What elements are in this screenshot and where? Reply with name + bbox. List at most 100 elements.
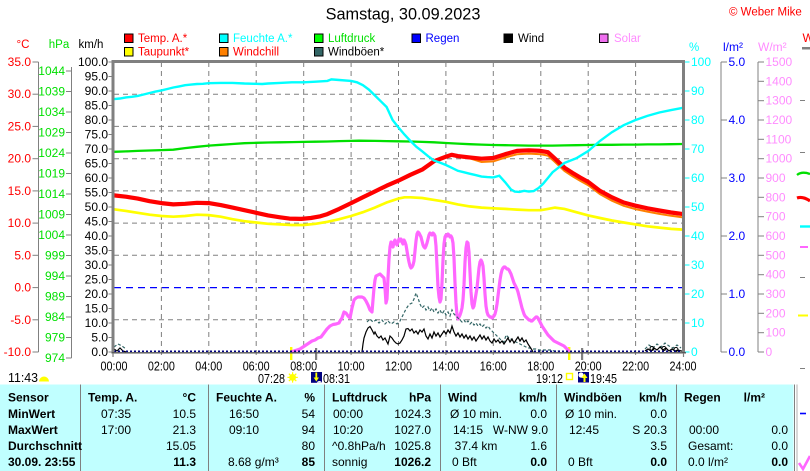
- svg-text:1039: 1039: [38, 85, 65, 99]
- svg-text:11.3: 11.3: [173, 455, 196, 469]
- svg-text:17:00: 17:00: [101, 423, 131, 437]
- svg-text:3.5: 3.5: [650, 439, 667, 453]
- svg-text:80: 80: [302, 439, 316, 453]
- svg-text:45.0: 45.0: [85, 215, 109, 229]
- svg-text:1019: 1019: [38, 167, 65, 181]
- svg-text:5.0: 5.0: [91, 331, 108, 345]
- svg-text:0.0: 0.0: [530, 455, 547, 469]
- svg-text:100: 100: [766, 326, 786, 340]
- svg-text:18:00: 18:00: [527, 359, 554, 374]
- svg-text:2.0: 2.0: [729, 229, 746, 243]
- svg-text:8.68 g/m³: 8.68 g/m³: [228, 455, 279, 469]
- svg-text:90.0: 90.0: [85, 84, 109, 98]
- svg-text:60: 60: [691, 171, 705, 185]
- svg-text:1000: 1000: [766, 152, 793, 166]
- svg-text:0.0: 0.0: [14, 281, 31, 295]
- svg-text:Luftdruck: Luftdruck: [328, 33, 376, 45]
- svg-text:55.0: 55.0: [85, 186, 109, 200]
- svg-text:0 Bft: 0 Bft: [568, 455, 593, 469]
- svg-text:Windböen: Windböen: [564, 391, 622, 405]
- svg-text:4.0: 4.0: [729, 113, 746, 127]
- svg-text:19:12: 19:12: [536, 371, 563, 386]
- svg-text:500: 500: [766, 248, 786, 262]
- svg-text:MinWert: MinWert: [8, 407, 55, 421]
- svg-text:35.0: 35.0: [8, 55, 32, 69]
- svg-text:Durchschnitt: Durchschnitt: [8, 439, 82, 453]
- svg-text:21.3: 21.3: [173, 423, 197, 437]
- svg-text:20.0: 20.0: [8, 152, 32, 166]
- svg-text:16:00: 16:00: [480, 359, 507, 374]
- svg-text:© Weber Mike: © Weber Mike: [729, 7, 802, 19]
- svg-text:1024.3: 1024.3: [394, 407, 431, 421]
- svg-text:1034: 1034: [38, 105, 65, 119]
- svg-text:989: 989: [45, 290, 65, 304]
- svg-text:°C: °C: [183, 391, 197, 405]
- svg-text:10.5: 10.5: [173, 407, 197, 421]
- svg-text:08:00: 08:00: [290, 359, 317, 374]
- svg-text:15.0: 15.0: [85, 302, 109, 316]
- svg-text:25.0: 25.0: [8, 119, 32, 133]
- svg-text:10:20: 10:20: [333, 423, 363, 437]
- svg-text:Windchill: Windchill: [233, 47, 279, 59]
- svg-text:Ø 10 min.: Ø 10 min.: [450, 407, 502, 421]
- svg-text:W: W: [803, 31, 810, 45]
- svg-text:16:50: 16:50: [229, 407, 259, 421]
- svg-text:1014: 1014: [38, 187, 65, 201]
- svg-text:00:00: 00:00: [333, 407, 363, 421]
- svg-text:08:31: 08:31: [323, 371, 350, 386]
- svg-text:22:00: 22:00: [622, 359, 649, 374]
- svg-text:100.0: 100.0: [78, 55, 108, 69]
- svg-text:3.0: 3.0: [729, 171, 746, 185]
- svg-text:11:43: 11:43: [8, 370, 38, 385]
- svg-text:1400: 1400: [766, 74, 793, 88]
- svg-text:Temp. A.: Temp. A.: [88, 391, 137, 405]
- svg-text:5.0: 5.0: [729, 55, 746, 69]
- svg-text:Luftdruck: Luftdruck: [332, 391, 388, 405]
- svg-text:l/m²: l/m²: [744, 391, 765, 405]
- svg-text:40.0: 40.0: [85, 229, 109, 243]
- svg-text:15.0: 15.0: [8, 184, 32, 198]
- svg-text:19:45: 19:45: [590, 371, 617, 386]
- svg-text:1044: 1044: [38, 64, 65, 78]
- svg-text:75.0: 75.0: [85, 128, 109, 142]
- svg-text:Gesamt:: Gesamt:: [688, 439, 733, 453]
- svg-text:MaxWert: MaxWert: [8, 423, 58, 437]
- svg-text:10:00: 10:00: [338, 359, 365, 374]
- svg-text:95.0: 95.0: [85, 70, 109, 84]
- svg-text:85: 85: [302, 455, 316, 469]
- svg-text:80: 80: [691, 113, 705, 127]
- svg-text:1500: 1500: [766, 55, 793, 69]
- svg-text:Regen: Regen: [684, 391, 721, 405]
- svg-text:Wind: Wind: [518, 33, 544, 45]
- svg-text:15.05: 15.05: [166, 439, 196, 453]
- svg-text:0.0 l/m²: 0.0 l/m²: [688, 455, 728, 469]
- svg-text:02:00: 02:00: [148, 359, 175, 374]
- svg-text:5.0: 5.0: [14, 248, 31, 262]
- svg-text:65.0: 65.0: [85, 157, 109, 171]
- svg-text:Windböen*: Windböen*: [328, 47, 385, 59]
- svg-text:1200: 1200: [766, 113, 793, 127]
- svg-text:l/m²: l/m²: [723, 40, 743, 54]
- svg-text:%: %: [689, 42, 699, 54]
- svg-text:300: 300: [766, 287, 786, 301]
- svg-text:20:00: 20:00: [575, 359, 602, 374]
- svg-text:900: 900: [766, 171, 786, 185]
- svg-text:70.0: 70.0: [85, 142, 109, 156]
- svg-text:1024: 1024: [38, 146, 65, 160]
- svg-text:hPa: hPa: [409, 391, 431, 405]
- svg-text:94: 94: [302, 423, 316, 437]
- svg-text:0.0: 0.0: [771, 423, 788, 437]
- svg-text:30.0: 30.0: [85, 258, 109, 272]
- svg-text:Sensor: Sensor: [8, 391, 49, 405]
- svg-text:1009: 1009: [38, 208, 65, 222]
- svg-text:km/h: km/h: [519, 391, 547, 405]
- svg-text:979: 979: [45, 331, 65, 345]
- svg-text:30.0: 30.0: [8, 87, 32, 101]
- svg-text:10.0: 10.0: [8, 216, 32, 230]
- svg-text:S 20.3: S 20.3: [632, 423, 667, 437]
- svg-text:^0.8hPa/h: ^0.8hPa/h: [332, 439, 386, 453]
- svg-text:Temp. A.*: Temp. A.*: [138, 33, 188, 45]
- svg-text:Feuchte A.*: Feuchte A.*: [233, 33, 293, 45]
- svg-text:0: 0: [691, 345, 698, 359]
- svg-text:60.0: 60.0: [85, 171, 109, 185]
